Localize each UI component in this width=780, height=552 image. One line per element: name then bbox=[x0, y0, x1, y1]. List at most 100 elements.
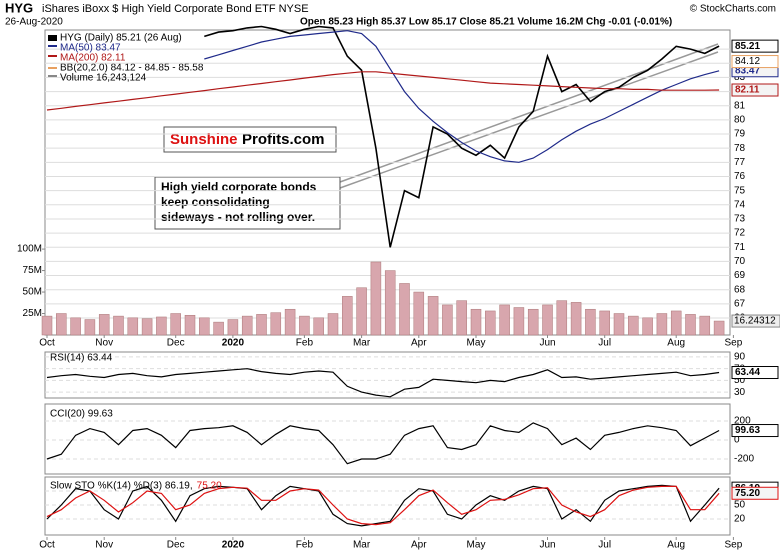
series-line bbox=[204, 25, 720, 248]
x-tick-label: 2020 bbox=[222, 338, 245, 349]
value-tag: 16.24312 bbox=[734, 316, 776, 327]
x-tick-label: Oct bbox=[39, 338, 55, 349]
y-tick-label: 78 bbox=[734, 143, 746, 154]
volume-bar bbox=[585, 308, 596, 336]
x-tick-label: Sep bbox=[725, 540, 743, 551]
volume-bar bbox=[127, 317, 139, 336]
brand: Profits.com bbox=[242, 131, 325, 148]
value-tag-box bbox=[731, 314, 780, 328]
y2-tick-label: 100M bbox=[17, 244, 42, 255]
legend-label: MA(200) 82.11 bbox=[60, 53, 126, 64]
volume-bar bbox=[699, 315, 711, 336]
volume-bar bbox=[327, 313, 339, 336]
volume-bar bbox=[356, 287, 367, 336]
value-tag: 99.63 bbox=[735, 425, 760, 436]
y-tick-label: 83 bbox=[734, 72, 746, 83]
x-tick-label: Oct bbox=[39, 540, 55, 551]
x-tick-label: Dec bbox=[167, 540, 185, 551]
y-tick-label: 77 bbox=[734, 157, 746, 168]
series-line bbox=[46, 485, 720, 526]
legend-label: RSI(14) 63.44 bbox=[50, 353, 113, 364]
value-tag-box bbox=[731, 55, 779, 69]
volume-bar bbox=[70, 317, 81, 336]
chart-title: HYG bbox=[5, 0, 33, 15]
cci-panel bbox=[44, 403, 731, 475]
legend-label: BB(20,2.0) 84.12 - 84.85 - 85.58 bbox=[60, 63, 204, 74]
x-tick-label: Feb bbox=[296, 338, 314, 349]
volume-bar bbox=[499, 304, 510, 336]
y-tick-label: 79 bbox=[734, 129, 746, 140]
x-tick-label: Nov bbox=[95, 338, 113, 349]
series-line bbox=[46, 422, 720, 465]
value-tag-box bbox=[731, 366, 779, 380]
volume-bar bbox=[527, 308, 539, 336]
legend-label: CCI(20) 99.63 bbox=[50, 409, 113, 420]
volume-bar bbox=[241, 315, 253, 336]
x-tick-label: Apr bbox=[411, 540, 427, 551]
x-tick-label: Dec bbox=[167, 338, 185, 349]
volume-bar bbox=[213, 321, 224, 336]
volume-bar bbox=[628, 315, 639, 336]
x-tick-label: Jun bbox=[539, 540, 555, 551]
x-tick-label: May bbox=[467, 338, 486, 349]
legend-swatch bbox=[48, 35, 57, 41]
value-tag-box bbox=[731, 424, 779, 438]
y-tick-label: 50 bbox=[734, 500, 746, 511]
volume-bar bbox=[284, 308, 296, 336]
x-tick-label: Nov bbox=[95, 540, 113, 551]
volume-bar bbox=[270, 312, 282, 336]
rsi-panel bbox=[44, 351, 731, 399]
volume-bar bbox=[470, 308, 482, 336]
volume-bar bbox=[184, 314, 196, 336]
volume-bar bbox=[485, 310, 496, 336]
y-tick-label: 76 bbox=[734, 171, 746, 182]
x-tick-label: Jun bbox=[539, 338, 555, 349]
brand: Sunshine bbox=[170, 131, 238, 148]
legend-label: Slow STO %K(14) %D(3) 86.19, bbox=[50, 481, 193, 492]
series-line bbox=[46, 71, 720, 111]
value-tag: 82.11 bbox=[735, 85, 760, 96]
series-line bbox=[46, 484, 720, 527]
volume-bar bbox=[256, 314, 267, 336]
volume-bar bbox=[313, 317, 324, 336]
note-box bbox=[154, 176, 341, 230]
volume-bar bbox=[199, 317, 210, 336]
legend-label: Volume 16,243,124 bbox=[60, 73, 147, 84]
volume-bar bbox=[141, 318, 153, 336]
volume-bar bbox=[113, 315, 124, 336]
volume-bar bbox=[299, 315, 310, 336]
x-tick-label: May bbox=[467, 540, 486, 551]
y-tick-label: 70 bbox=[734, 256, 746, 267]
volume-bar bbox=[156, 316, 167, 336]
legend-swatch bbox=[48, 75, 57, 77]
x-tick-label: Jul bbox=[598, 540, 611, 551]
x-tick-label: Jul bbox=[598, 338, 611, 349]
volume-bar bbox=[56, 313, 67, 336]
x-tick-label: Aug bbox=[667, 338, 685, 349]
y-tick-label: 75 bbox=[734, 185, 746, 196]
x-tick-label: Feb bbox=[296, 540, 314, 551]
x-tick-label: Mar bbox=[353, 540, 371, 551]
x-tick-label: Apr bbox=[411, 338, 427, 349]
volume-bar bbox=[98, 314, 110, 336]
y-tick-label: 72 bbox=[734, 228, 746, 239]
volume-bar bbox=[384, 270, 396, 336]
volume-bar bbox=[599, 310, 610, 336]
volume-bar bbox=[370, 261, 382, 336]
volume-bar bbox=[84, 319, 96, 336]
volume-bar bbox=[442, 304, 453, 336]
volume-bar bbox=[685, 314, 696, 336]
value-tag: 75.20 bbox=[735, 488, 760, 499]
y-tick-label: 68 bbox=[734, 284, 746, 295]
y-tick-label: 69 bbox=[734, 270, 746, 281]
chart-subtitle: iShares iBoxx $ High Yield Corporate Bon… bbox=[42, 3, 309, 15]
y-tick-label: -200 bbox=[734, 454, 754, 465]
y-tick-label: 90 bbox=[734, 352, 746, 363]
y-tick-label: 30 bbox=[734, 387, 746, 398]
series-line bbox=[46, 368, 720, 398]
credit: © StockCharts.com bbox=[690, 4, 776, 15]
y-tick-label: 50 bbox=[734, 375, 746, 386]
volume-bar bbox=[456, 300, 467, 336]
volume-bar bbox=[656, 313, 668, 336]
